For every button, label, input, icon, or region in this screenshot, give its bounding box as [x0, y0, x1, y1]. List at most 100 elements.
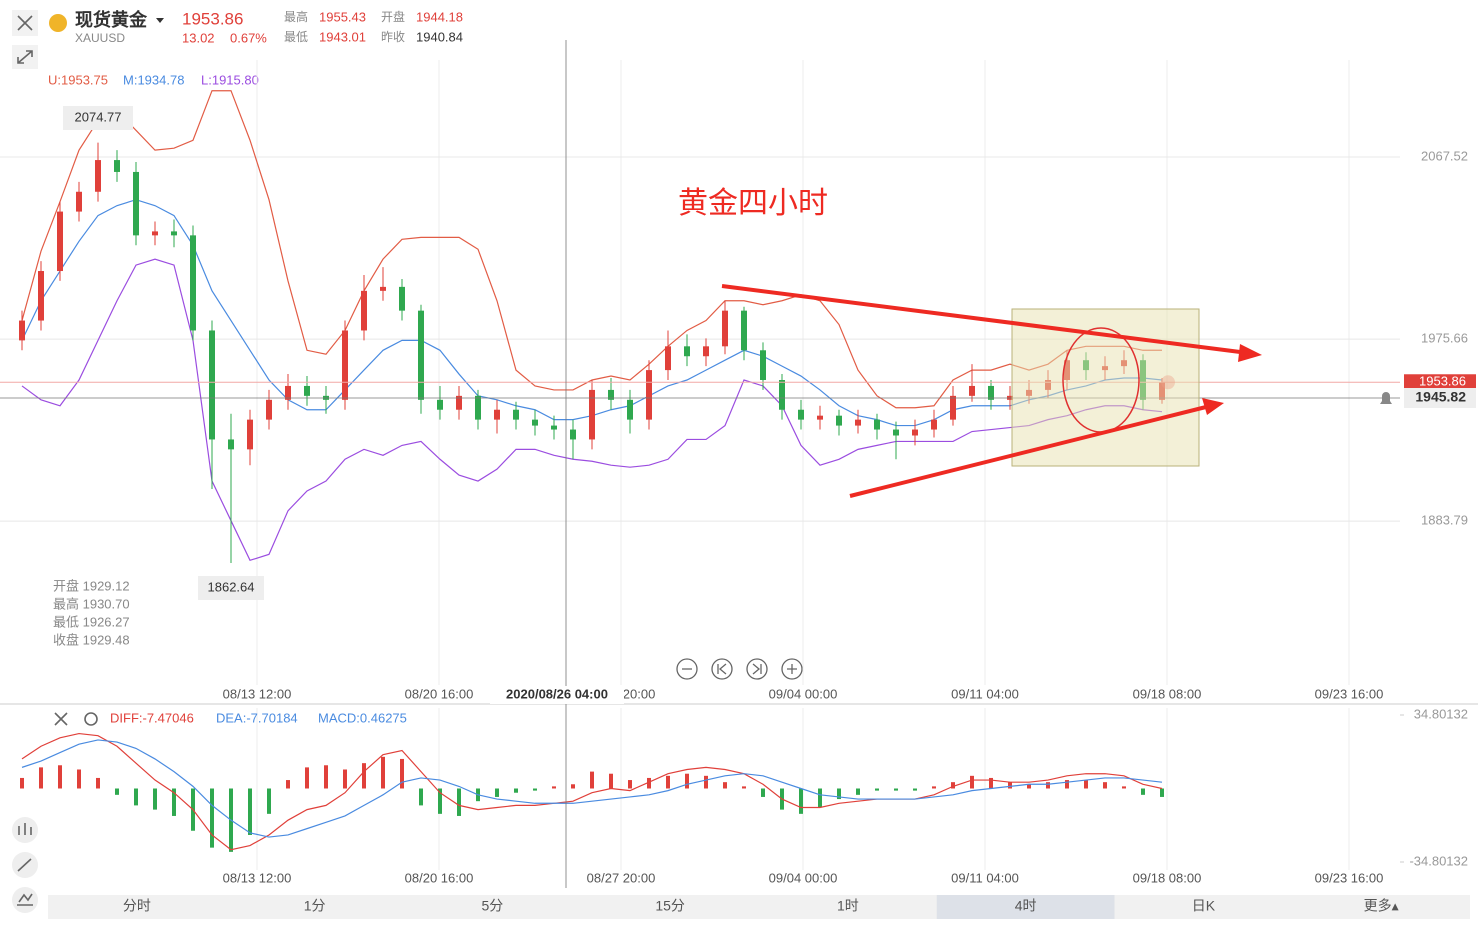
macd-bar: [1046, 782, 1050, 789]
x-tick-label: 08/20 16:00: [405, 870, 474, 885]
change: 13.02: [182, 30, 215, 45]
macd-bar: [533, 788, 537, 791]
candle-body: [988, 385, 994, 400]
next[interactable]: [746, 658, 768, 680]
label: 最低: [284, 30, 308, 44]
candle-body: [931, 419, 937, 430]
zoom-in[interactable]: [781, 658, 803, 680]
candle-body: [266, 399, 272, 420]
macd-bar: [799, 788, 803, 814]
x-tick-label: 09/23 16:00: [1315, 870, 1384, 885]
dropdown-arrow[interactable]: [156, 18, 164, 23]
value: 1940.84: [416, 29, 463, 44]
macd-bar: [571, 784, 575, 789]
value: 1944.18: [416, 9, 463, 24]
candle-body: [570, 429, 576, 440]
candle-body: [247, 419, 253, 450]
annotations: 黄金四小时: [678, 187, 1262, 498]
candle-body: [171, 231, 177, 236]
tab-bar: [48, 895, 1470, 919]
x-tick-label: 09/18 08:00: [1133, 870, 1202, 885]
macd-bar: [20, 777, 24, 789]
macd-bar: [305, 767, 309, 789]
candle-body: [38, 271, 44, 321]
instrument-name[interactable]: 现货黄金: [75, 9, 148, 30]
toolbar: [12, 10, 98, 913]
tab[interactable]: 15分: [655, 898, 685, 914]
candle-body: [874, 419, 880, 430]
candle-body: [342, 330, 348, 400]
macd-bar: [1160, 788, 1164, 797]
candle-body: [684, 346, 690, 357]
candle-body: [627, 399, 633, 420]
info-line: 收盘 1929.48: [53, 632, 130, 647]
candle-body: [190, 235, 196, 331]
tool-button[interactable]: [12, 887, 38, 913]
min-label: 1862.64: [208, 579, 255, 594]
label-box: [198, 576, 264, 600]
prev[interactable]: [711, 658, 733, 680]
candle-body: [646, 370, 652, 420]
y-tick-label: 1975.66: [1421, 331, 1468, 346]
macd-bar: [39, 767, 43, 789]
x-tick-label: 09/18 08:00: [1133, 686, 1202, 701]
macd-bar: [837, 788, 841, 800]
macd-bar: [913, 788, 917, 791]
crosshair-time-box: [490, 686, 624, 704]
macd-bar: [856, 788, 860, 795]
x-tick-label: 09/11 04:00: [951, 870, 1019, 885]
candle-body: [665, 346, 671, 371]
x-tick-label: 08/27 20:00: [587, 870, 656, 885]
macd-settings[interactable]: [84, 712, 98, 726]
tab[interactable]: 1分: [304, 898, 326, 914]
tab[interactable]: 5分: [481, 898, 503, 914]
macd-bar: [590, 771, 594, 789]
shrink-icon: [17, 50, 33, 64]
macd-bar: [1027, 784, 1031, 789]
zoom-out[interactable]: [676, 658, 698, 680]
candle-body: [741, 310, 747, 351]
label: 最高: [284, 9, 308, 24]
candle-body: [703, 346, 709, 357]
candle-body: [779, 380, 785, 410]
candle-body: [285, 385, 291, 400]
x-tick-label: 09/04 00:00: [769, 686, 838, 701]
macd-bar: [1103, 782, 1107, 789]
info-line: 最高 1930.70: [53, 596, 130, 611]
x-tick-label: 08/13 12:00: [223, 870, 292, 885]
macd-bar: [685, 773, 689, 789]
tab[interactable]: 日K: [1192, 898, 1216, 914]
macd-bar: [115, 788, 119, 795]
candle-body: [475, 395, 481, 420]
macd-bar: [666, 775, 670, 789]
tab[interactable]: 更多▴: [1364, 898, 1399, 914]
candle-body: [209, 330, 215, 440]
macd-bar: [362, 763, 366, 789]
macd-bar: [1008, 782, 1012, 789]
macd-bar: [324, 765, 328, 789]
arrow: [849, 404, 1211, 498]
legend-middle: M:1934.78: [123, 72, 184, 87]
candle-body: [760, 350, 766, 381]
tab[interactable]: 1时: [837, 898, 859, 914]
macd-bar: [495, 788, 499, 797]
label: 昨收: [381, 30, 405, 44]
info-line: 开盘 1929.12: [53, 578, 130, 593]
crosshair-price: 1945.82: [1415, 389, 1466, 405]
alert-bell[interactable]: [1380, 392, 1392, 404]
macd-bar: [704, 775, 708, 789]
candle-body: [95, 160, 101, 192]
change-pct: 0.67%: [230, 30, 267, 45]
candle-body: [456, 395, 462, 410]
tab[interactable]: 分时: [123, 898, 151, 914]
price: 1953.86: [182, 9, 243, 28]
zoom-controls: [676, 658, 803, 680]
candle-body: [494, 409, 500, 420]
y-tick-label: 1883.79: [1421, 513, 1468, 528]
macd-bar: [438, 788, 442, 814]
macd-close[interactable]: [54, 712, 68, 726]
x-tick-label: 08/13 12:00: [223, 686, 292, 701]
tab[interactable]: 4时: [1015, 898, 1037, 914]
